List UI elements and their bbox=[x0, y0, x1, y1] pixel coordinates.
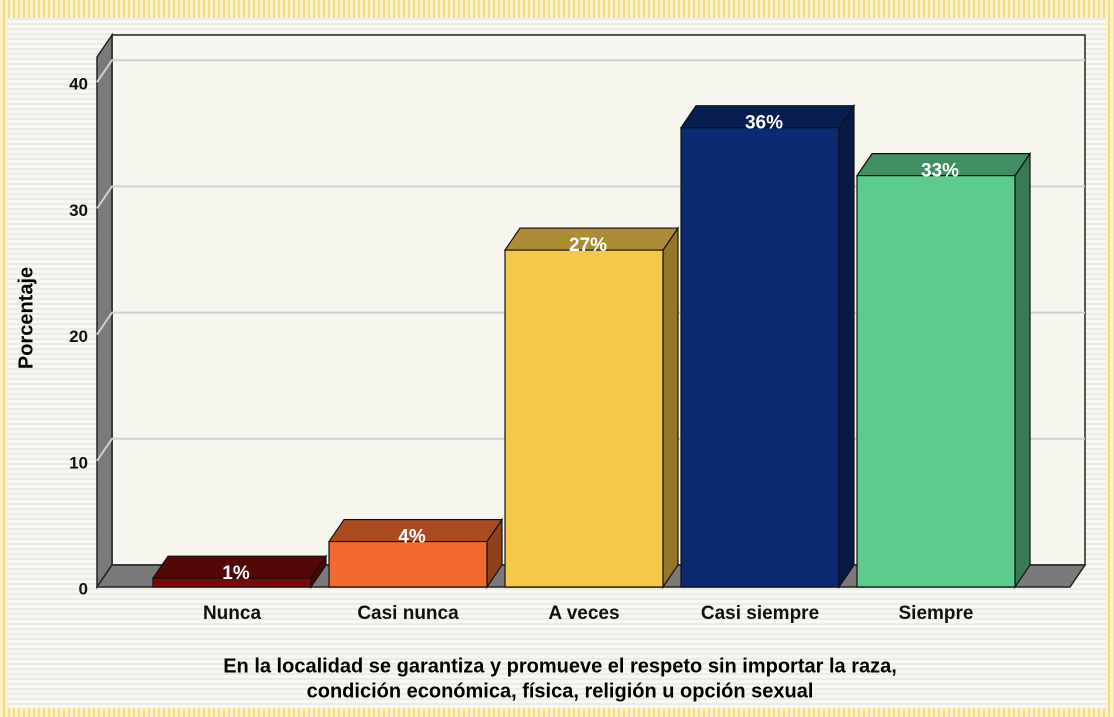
bar-side bbox=[1014, 151, 1031, 589]
y-tick-label: 40 bbox=[69, 75, 88, 94]
y-tick-label: 20 bbox=[69, 327, 88, 346]
value-label: 4% bbox=[398, 527, 426, 548]
value-label: 27% bbox=[569, 235, 607, 256]
x-tick-label: A veces bbox=[548, 603, 619, 624]
value-label: 33% bbox=[921, 161, 959, 182]
y-axis-label: Porcentaje bbox=[15, 267, 37, 369]
left-wall bbox=[96, 32, 113, 590]
bar bbox=[504, 249, 664, 588]
y-tick-label: 30 bbox=[69, 201, 88, 220]
value-label: 36% bbox=[745, 113, 783, 134]
x-tick-label: Casi siempre bbox=[701, 603, 819, 624]
x-tick-label: Casi nunca bbox=[357, 603, 459, 624]
x-tick-label: Nunca bbox=[203, 603, 262, 624]
value-label: 1% bbox=[222, 563, 250, 584]
x-tick-label: Siempre bbox=[899, 603, 974, 624]
bar-side bbox=[838, 103, 855, 589]
bar bbox=[328, 540, 488, 588]
grid-line bbox=[96, 59, 1085, 83]
y-tick-label: 10 bbox=[69, 453, 88, 472]
bar bbox=[680, 127, 840, 588]
bar bbox=[856, 175, 1016, 588]
y-tick-label: 0 bbox=[79, 579, 88, 598]
bar-side bbox=[662, 226, 679, 589]
x-axis-label: condición económica, física, religión u … bbox=[307, 680, 814, 702]
bar bbox=[152, 577, 312, 588]
x-axis-label: En la localidad se garantiza y promueve … bbox=[223, 655, 897, 677]
